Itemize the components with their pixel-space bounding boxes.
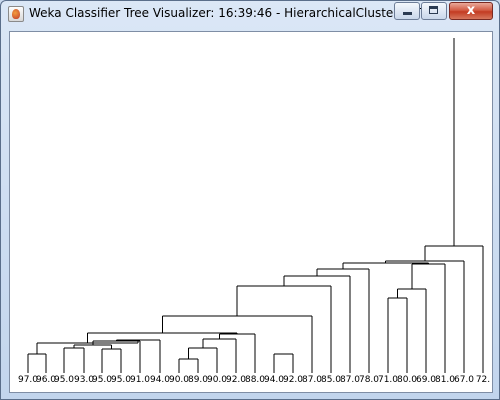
dendrogram: 97.096.095.0 93.095.095.091.0 94.090.089.0…: [18, 38, 490, 385]
leaf-label: 87.0: [302, 375, 322, 385]
maximize-icon: [429, 6, 438, 14]
maximize-button[interactable]: [421, 2, 447, 20]
window-title: Weka Classifier Tree Visualizer: 16:39:4…: [29, 6, 437, 20]
leaf-label: 69.0: [416, 375, 436, 385]
leaf-label: 67.0: [454, 375, 474, 385]
leaf-label: 90.0: [169, 375, 189, 385]
leaf-label: 95.0: [54, 375, 74, 385]
leaf-label: 90.0: [207, 375, 227, 385]
leaf-label: 89.0: [188, 375, 208, 385]
leaf-label: 80.0: [397, 375, 417, 385]
leaf-label: 87.0: [340, 375, 360, 385]
minimize-button[interactable]: [394, 2, 420, 20]
close-button[interactable]: x: [449, 2, 493, 20]
leaf-label: 91.0: [130, 375, 150, 385]
leaf-label: 71.0: [378, 375, 398, 385]
leaf-label: 94.0: [150, 375, 170, 385]
leaf-label: 92.0: [283, 375, 303, 385]
tree-canvas[interactable]: 97.0 96.0 95.0 93.0 95.0 95.0 91.0 94.0 90.0 89.0…: [9, 31, 493, 393]
leaf-label: 88.0: [245, 375, 265, 385]
leaf-label: 78.0: [359, 375, 379, 385]
leaf-label: 95.0: [111, 375, 131, 385]
leaf-label: 97.0: [18, 375, 38, 385]
leaf-label: 81.0: [435, 375, 455, 385]
leaf-label: 92.0: [226, 375, 246, 385]
title-bar[interactable]: Weka Classifier Tree Visualizer: 16:39:4…: [1, 1, 499, 27]
close-icon: x: [466, 3, 476, 18]
java-app-icon[interactable]: [8, 6, 24, 22]
leaf-label: 93.0: [74, 375, 94, 385]
leaf-label: 85.0: [321, 375, 341, 385]
leaf-label: 94.0: [264, 375, 284, 385]
leaf-label: 95.0: [92, 375, 112, 385]
leaf-label: 72.: [476, 375, 490, 385]
leaf-label: 96.0: [36, 375, 56, 385]
minimize-icon: [403, 12, 412, 15]
